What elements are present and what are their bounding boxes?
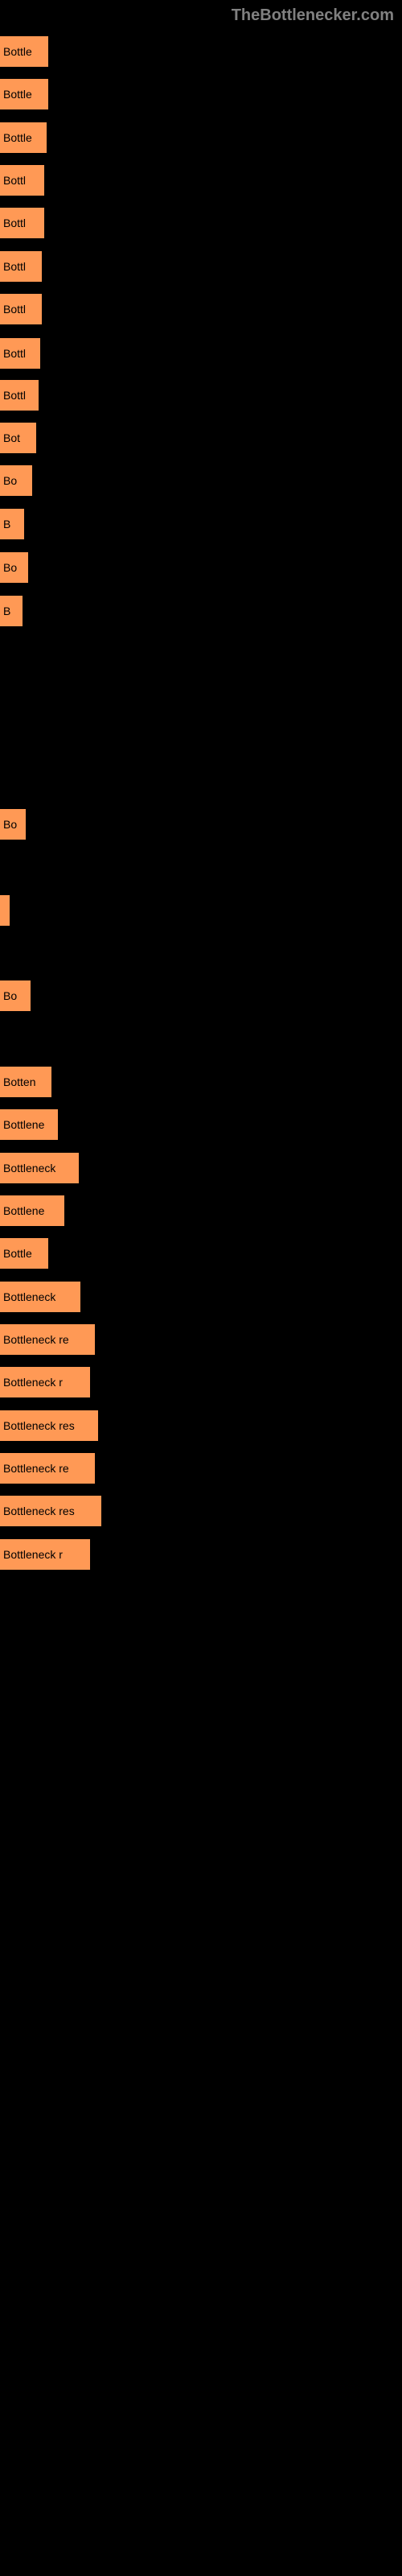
bar-label: Bottle: [3, 131, 32, 144]
bar: Bottle: [0, 1238, 48, 1269]
bar-row: Bottl: [0, 338, 40, 369]
bar: Bottleneck: [0, 1282, 80, 1312]
bar-label: Bottleneck r: [3, 1548, 63, 1561]
bar: Bo: [0, 465, 32, 496]
bar-row: Bottleneck res: [0, 1496, 101, 1526]
bar-label: Bottleneck: [3, 1162, 55, 1174]
bar-row: Bottlene: [0, 1109, 58, 1140]
bar-row: Bottleneck res: [0, 1410, 98, 1441]
bar: [0, 895, 10, 926]
bar-label: Bottlene: [3, 1204, 44, 1217]
bar-label: Bottl: [3, 260, 26, 273]
bar-row: Bottle: [0, 79, 48, 109]
bar-row: Botten: [0, 1067, 51, 1097]
bar: Bottl: [0, 208, 44, 238]
bar: Bottle: [0, 122, 47, 153]
bar: Bottl: [0, 294, 42, 324]
bar: Bo: [0, 809, 26, 840]
bar: Bottle: [0, 36, 48, 67]
bar-row: [0, 895, 10, 926]
bar-row: Bottle: [0, 36, 48, 67]
bar-label: Bottleneck re: [3, 1333, 69, 1346]
bar: Bottleneck res: [0, 1410, 98, 1441]
bar-row: Bottle: [0, 1238, 48, 1269]
bar-label: Bottleneck re: [3, 1462, 69, 1475]
bar-label: Bo: [3, 474, 17, 487]
bar-label: Bottl: [3, 389, 26, 402]
bar: Bottl: [0, 380, 39, 411]
bar-label: Bottle: [3, 45, 32, 58]
bar-label: Botten: [3, 1075, 35, 1088]
bar-row: Bottl: [0, 380, 39, 411]
bar-row: Bot: [0, 423, 36, 453]
bar: Bottlene: [0, 1195, 64, 1226]
bar-row: Bottl: [0, 251, 42, 282]
bar: Bottl: [0, 251, 42, 282]
bar: Bo: [0, 980, 31, 1011]
bar-row: B: [0, 596, 23, 626]
bar: Bottleneck: [0, 1153, 79, 1183]
bar-row: Bottleneck: [0, 1153, 79, 1183]
bar-label: Bo: [3, 989, 17, 1002]
bar-label: Bottleneck: [3, 1290, 55, 1303]
bar-label: Bottle: [3, 88, 32, 101]
bar-label: B: [3, 518, 10, 530]
bar-row: Bottle: [0, 122, 47, 153]
bar-row: Bottleneck r: [0, 1367, 90, 1397]
bar-row: B: [0, 509, 24, 539]
bar-label: Bo: [3, 561, 17, 574]
bar-row: Bottl: [0, 165, 44, 196]
bar-row: Bottleneck: [0, 1282, 80, 1312]
bar: Bottleneck r: [0, 1367, 90, 1397]
bar-row: Bo: [0, 980, 31, 1011]
bar-label: Bottlene: [3, 1118, 44, 1131]
bar: Bottleneck res: [0, 1496, 101, 1526]
bar: Botten: [0, 1067, 51, 1097]
bar-label: Bottl: [3, 217, 26, 229]
bar: Bottleneck re: [0, 1324, 95, 1355]
bar-label: B: [3, 605, 10, 617]
bar-row: Bo: [0, 465, 32, 496]
bar-label: Bot: [3, 431, 20, 444]
bar-row: Bottlene: [0, 1195, 64, 1226]
bar: Bottlene: [0, 1109, 58, 1140]
bar-label: Bottle: [3, 1247, 32, 1260]
bar-label: Bo: [3, 818, 17, 831]
site-header: TheBottlenecker.com: [232, 6, 394, 25]
bar-label: Bottleneck res: [3, 1505, 75, 1517]
bar: Bottl: [0, 165, 44, 196]
bar-row: Bottleneck r: [0, 1539, 90, 1570]
bar: B: [0, 509, 24, 539]
bar-row: Bottleneck re: [0, 1453, 95, 1484]
bar: Bottleneck re: [0, 1453, 95, 1484]
bar-label: Bottl: [3, 303, 26, 316]
bar-label: Bottleneck res: [3, 1419, 75, 1432]
bar-row: Bottleneck re: [0, 1324, 95, 1355]
bar: Bottleneck r: [0, 1539, 90, 1570]
bar: Bottl: [0, 338, 40, 369]
bar: Bot: [0, 423, 36, 453]
bar-row: Bo: [0, 552, 28, 583]
bar-label: Bottl: [3, 347, 26, 360]
bar-row: Bottl: [0, 294, 42, 324]
bar: B: [0, 596, 23, 626]
bar: Bo: [0, 552, 28, 583]
bar-label: Bottleneck r: [3, 1376, 63, 1389]
bar: Bottle: [0, 79, 48, 109]
bar-row: Bottl: [0, 208, 44, 238]
bar-row: Bo: [0, 809, 26, 840]
bar-label: Bottl: [3, 174, 26, 187]
